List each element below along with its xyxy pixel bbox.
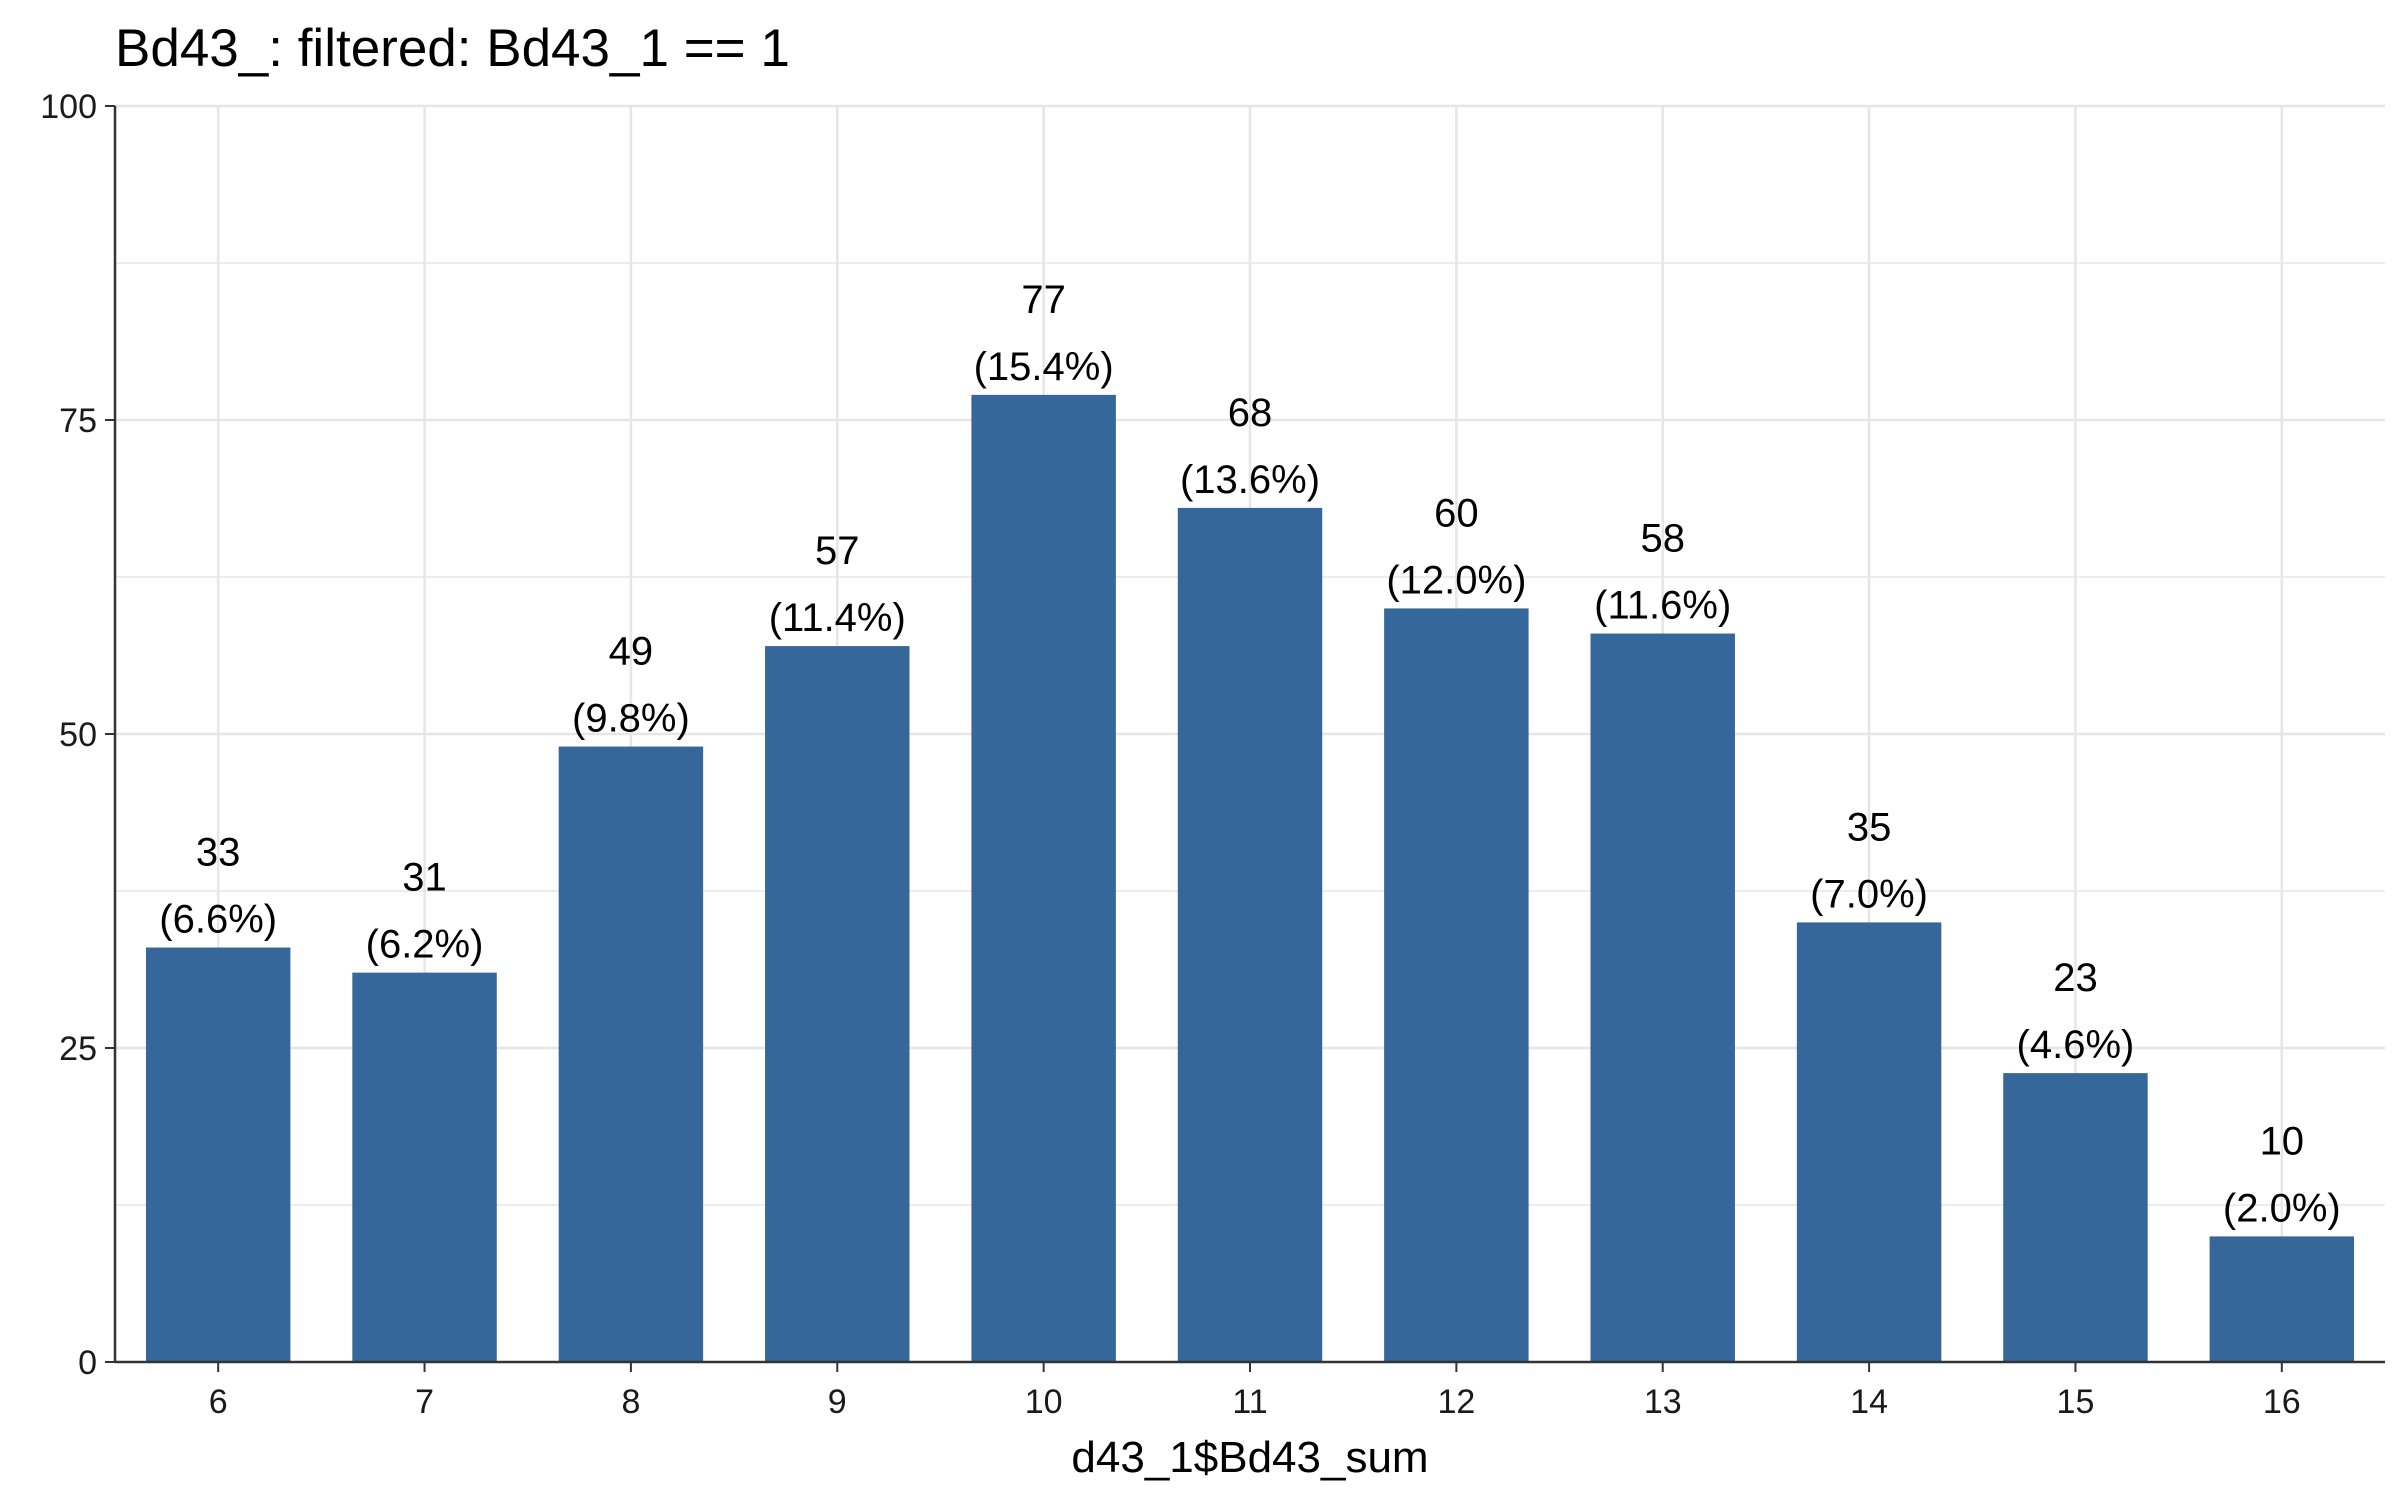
bar-count-label: 33 [196, 831, 241, 875]
bar-percent-label: (7.0%) [1810, 872, 1928, 916]
bar-14 [1796, 922, 1942, 1362]
x-tick-label: 6 [209, 1383, 228, 1421]
y-tick-label: 50 [59, 716, 97, 754]
bar-10 [971, 394, 1116, 1362]
x-tick-label: 11 [1232, 1383, 1267, 1421]
bar-6 [145, 947, 291, 1362]
x-tick-label: 15 [2057, 1383, 2095, 1421]
bar-11 [1177, 507, 1323, 1362]
bar-15 [2003, 1073, 2148, 1362]
bar-16 [2209, 1236, 2355, 1362]
bar-9 [765, 646, 910, 1362]
bar-13 [1590, 633, 1735, 1362]
x-tick-label: 7 [415, 1383, 434, 1421]
y-tick-label: 0 [78, 1344, 97, 1382]
bar-count-label: 35 [1847, 805, 1892, 849]
bar-count-label: 68 [1228, 391, 1273, 435]
chart-title: Bd43_: filtered: Bd43_1 == 1 [115, 19, 790, 78]
bar-percent-label: (11.6%) [1594, 584, 1731, 628]
bar-count-label: 58 [1640, 517, 1685, 561]
x-tick-label: 8 [621, 1383, 640, 1421]
bar-count-label: 57 [815, 529, 860, 573]
bar-percent-label: (2.0%) [2223, 1186, 2341, 1230]
bar-percent-label: (4.6%) [2017, 1023, 2135, 1067]
x-tick-label: 10 [1025, 1383, 1063, 1421]
x-tick-label: 9 [828, 1383, 847, 1421]
bar-percent-label: (6.2%) [366, 923, 484, 967]
x-axis-title: d43_1$Bd43_sum [1071, 1433, 1428, 1482]
x-tick-label: 13 [1644, 1383, 1682, 1421]
x-tick-label: 16 [2263, 1383, 2301, 1421]
bar-percent-label: (12.0%) [1386, 558, 1526, 602]
bar-percent-label: (13.6%) [1180, 458, 1320, 502]
y-tick-label: 75 [59, 402, 97, 440]
bar-count-label: 31 [402, 856, 447, 900]
bar-percent-label: (11.4%) [769, 596, 906, 640]
bar-count-label: 10 [2260, 1119, 2305, 1163]
x-tick-label: 12 [1437, 1383, 1475, 1421]
y-tick-label: 25 [59, 1030, 97, 1068]
bar-8 [558, 746, 704, 1362]
bar-percent-label: (6.6%) [159, 898, 277, 942]
x-tick-label: 14 [1850, 1383, 1888, 1421]
bar-12 [1384, 608, 1529, 1362]
bar-count-label: 60 [1434, 491, 1479, 535]
bar-count-label: 77 [1021, 278, 1066, 322]
bar-percent-label: (9.8%) [572, 697, 690, 741]
bar-count-label: 49 [609, 630, 654, 674]
bar-count-label: 23 [2053, 956, 2098, 1000]
bar-7 [352, 972, 497, 1362]
bar-percent-label: (15.4%) [974, 345, 1114, 389]
y-tick-label: 100 [40, 88, 97, 126]
